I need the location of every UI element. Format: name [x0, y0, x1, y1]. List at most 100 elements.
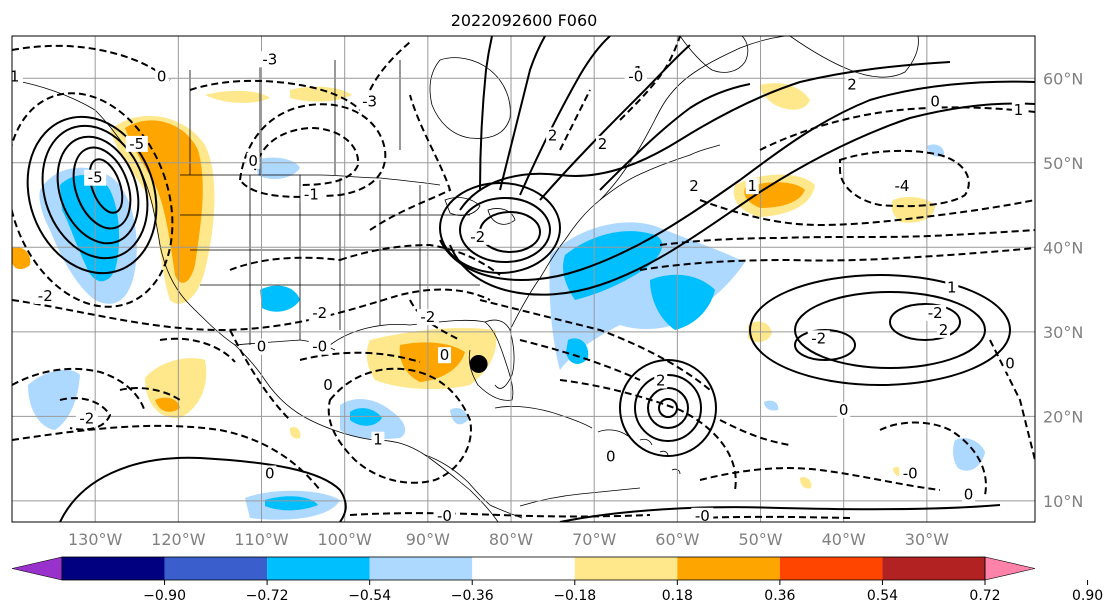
- contour-label-bg: [961, 486, 975, 503]
- positive-shading-hudson-east: [290, 86, 352, 102]
- contour-dashed-4: [327, 367, 472, 484]
- colorbar-segment: [677, 557, 780, 580]
- contour-value-label: -3: [362, 93, 377, 111]
- contour-dashed-32: [559, 89, 591, 151]
- map-panel: -5-5-2222120-41-22-20-0001-1-0-0-0-2-2-0…: [12, 36, 1035, 525]
- coastline-gulf-of-mexico: [329, 319, 514, 401]
- contour-jet-1: [439, 80, 1035, 281]
- contour-value-label: 0: [257, 338, 267, 356]
- contour-value-label: 0: [265, 465, 275, 483]
- contour-dashed-17: [839, 149, 970, 208]
- longitude-tick-label: 100°W: [318, 530, 373, 549]
- latitude-tick-label: 10°N: [1043, 492, 1083, 511]
- coastline-greenland: [789, 36, 919, 78]
- contour-label-bg: [358, 93, 381, 110]
- contour-label-bg: [745, 178, 759, 195]
- contour-value-label: 2: [656, 372, 666, 390]
- contour-trough-4: [539, 44, 691, 201]
- colorbar-tick-label: 0.90: [1072, 588, 1103, 604]
- contour-value-label: -0: [437, 507, 452, 525]
- positive-shading-pacific-edge: [12, 247, 31, 270]
- contour-dashed-12: [519, 339, 641, 381]
- contour-pacific-low-outer: [12, 92, 174, 308]
- colorbar-tick-label: −0.36: [451, 588, 494, 604]
- contour-label-bg: [308, 304, 331, 321]
- contour-atlantic-high-2: [794, 291, 986, 369]
- border-canada-provinces: [189, 60, 401, 175]
- longitude-tick-label: 120°W: [151, 530, 206, 549]
- contour-pacific-bottom: [59, 456, 347, 522]
- contour-dashed-6: [238, 103, 387, 198]
- colorbar: [11, 556, 1036, 581]
- contour-pacific-low-1: [26, 115, 158, 275]
- colorbar-segment: [62, 557, 165, 580]
- coastline-cuba: [494, 406, 593, 429]
- longitude-tick-label: 70°W: [572, 530, 616, 549]
- longitude-tick-label: 80°W: [489, 530, 533, 549]
- coastline-hispaniola: [597, 429, 629, 437]
- contour-dashed-21: [879, 421, 987, 496]
- longitude-tick-label: 30°W: [905, 530, 949, 549]
- contour-value-label: -2: [38, 287, 53, 305]
- contour-pacific-low-2: [41, 124, 149, 260]
- contour-label-bg: [924, 304, 947, 321]
- colorbar-segment: [472, 557, 575, 580]
- negative-shading-mexico-core: [350, 408, 382, 426]
- contour-value-label: 1: [947, 279, 957, 297]
- contour-pacific-low-3: [56, 135, 140, 245]
- contour-dashed-3: [229, 329, 291, 421]
- longitude-tick-label: 50°W: [738, 530, 782, 549]
- contour-value-label: 0: [157, 67, 167, 85]
- contour-label-layer: -5-5-2222120-41-22-20-0001-1-0-0-0-2-2-0…: [12, 50, 1025, 525]
- negative-shading-small-4: [764, 400, 779, 411]
- contour-layer: [12, 36, 1035, 522]
- longitude-tick-label: 60°W: [655, 530, 699, 549]
- negative-shading-atlantic-east: [650, 274, 715, 330]
- contour-dashed-22: [989, 339, 1035, 461]
- coastline-florida: [484, 319, 515, 389]
- contour-value-label: 2: [548, 126, 558, 144]
- contour-label-bg: [624, 68, 647, 85]
- colorbar-tick-label: 0.36: [764, 588, 795, 604]
- contour-jet-3: [459, 61, 951, 211]
- coastline-baffin: [679, 36, 749, 73]
- contour-label-bg: [155, 68, 169, 85]
- longitude-tick-label: 90°W: [406, 530, 450, 549]
- contour-caribbean-2: [634, 374, 702, 442]
- contour-atlantic-high-3: [889, 303, 961, 341]
- latitude-tick-label: 60°N: [1043, 69, 1083, 88]
- contour-dashed-24: [699, 515, 851, 519]
- graticule: [12, 36, 1035, 522]
- border-us-canada: [180, 174, 441, 186]
- contour-label-bg: [258, 51, 281, 68]
- contour-value-label: 1: [1014, 101, 1024, 119]
- contour-label-bg: [125, 135, 148, 152]
- negative-shading-pacific-south-core: [265, 496, 318, 511]
- contour-value-label: -5: [129, 135, 144, 153]
- contour-value-label: -2: [79, 410, 94, 428]
- contour-value-label: -2: [312, 304, 327, 322]
- positive-shading-east-atlantic: [891, 197, 935, 223]
- storm-position-marker: [469, 354, 488, 373]
- contour-label-bg: [437, 347, 451, 364]
- contour-jet-2: [449, 102, 1035, 296]
- contour-label-bg: [687, 178, 701, 195]
- contour-label-bg: [84, 169, 107, 186]
- colorbar-segment: [574, 557, 678, 580]
- latitude-tick-labels: 60°N 50°N 40°N 30°N 20°N 10°N: [1043, 69, 1083, 511]
- contour-value-label: 2: [598, 135, 608, 153]
- negative-shading-pacific-far-sw: [28, 369, 80, 430]
- contour-label-bg: [466, 228, 489, 245]
- contour-value-label: -0: [903, 465, 918, 483]
- contour-dashed-28: [12, 367, 146, 413]
- contour-trough-1: [499, 36, 546, 191]
- contour-value-label: 0: [248, 152, 258, 170]
- contour-label-bg: [837, 402, 851, 419]
- contour-label-bg: [937, 321, 951, 338]
- contour-atlantic-high-1: [749, 274, 1011, 386]
- contour-value-label: 2: [939, 321, 949, 339]
- contour-dashed-2: [12, 424, 321, 491]
- contour-trough-5: [599, 83, 751, 191]
- coastline-central-america: [424, 454, 523, 519]
- contour-dashed-11: [479, 299, 711, 391]
